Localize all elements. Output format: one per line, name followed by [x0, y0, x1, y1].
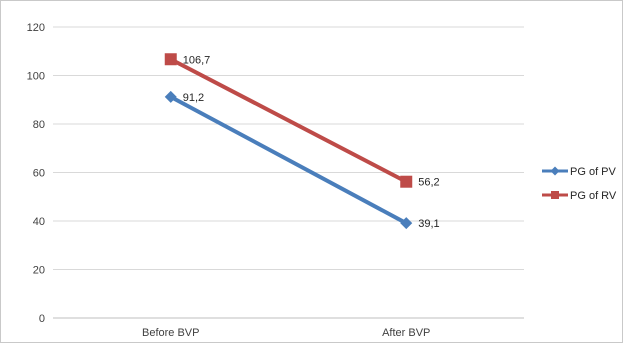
y-axis: 0 20 40 60 80 100 120 — [27, 22, 45, 325]
series-layer: 91,2 39,1 106,7 56,2 — [164, 53, 440, 230]
data-label: 39,1 — [418, 218, 439, 230]
x-tick-label: After BVP — [382, 327, 430, 339]
series-0: 91,2 39,1 — [164, 90, 440, 230]
y-tick-label: 40 — [33, 216, 45, 228]
data-point-diamond — [400, 217, 413, 230]
data-point-square — [400, 175, 413, 188]
legend-marker-diamond — [550, 166, 560, 176]
legend-label: PG of RV — [570, 190, 617, 202]
y-tick-label: 60 — [33, 168, 45, 180]
data-label: 91,2 — [183, 92, 204, 104]
legend: PG of PV PG of RV — [542, 166, 617, 202]
series-line — [168, 94, 409, 226]
legend-entry: PG of PV — [542, 166, 617, 178]
gridlines — [53, 26, 524, 270]
y-tick-label: 120 — [27, 22, 45, 34]
y-tick-label: 0 — [39, 313, 45, 325]
y-tick-label: 100 — [27, 71, 45, 83]
data-point-square — [164, 53, 177, 66]
x-axis: Before BVP After BVP — [53, 317, 524, 339]
x-tick-label: Before BVP — [142, 327, 199, 339]
data-point-diamond — [164, 90, 177, 103]
legend-label: PG of PV — [570, 166, 617, 178]
legend-marker-square — [551, 191, 559, 199]
y-tick-label: 20 — [33, 265, 45, 277]
series-line — [168, 57, 409, 184]
data-label: 56,2 — [418, 177, 439, 189]
series-1: 106,7 56,2 — [164, 53, 440, 189]
legend-entry: PG of RV — [542, 190, 617, 202]
y-tick-label: 80 — [33, 119, 45, 131]
data-label: 106,7 — [183, 54, 211, 66]
